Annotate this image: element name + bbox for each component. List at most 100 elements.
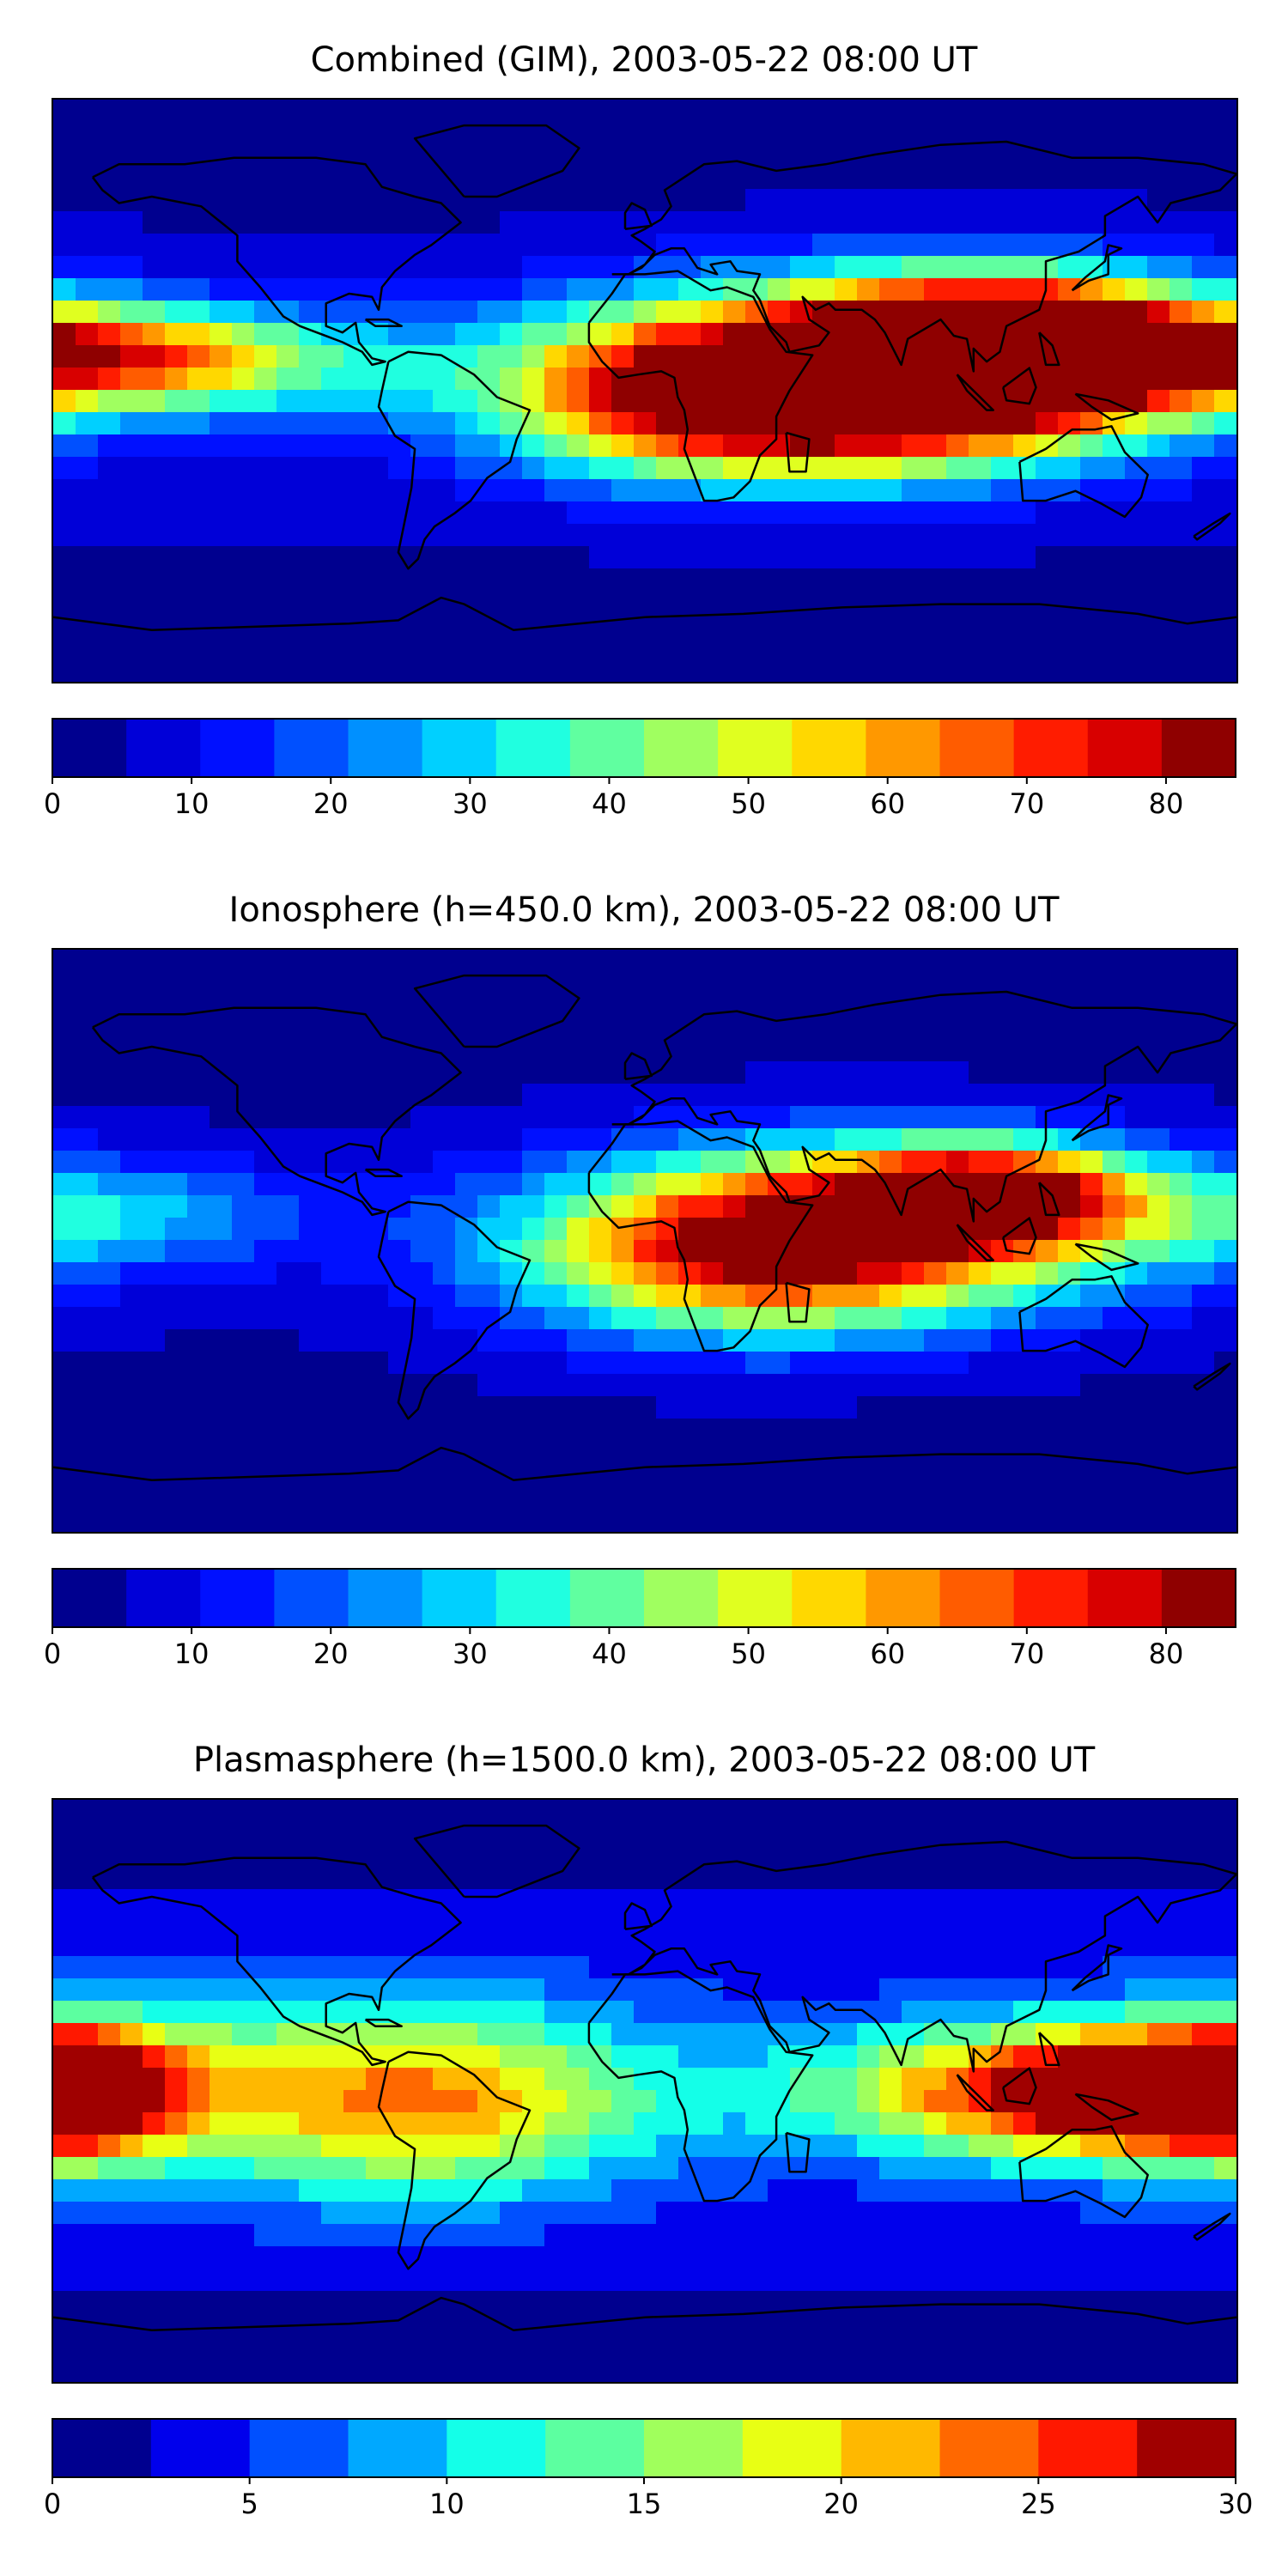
field-cell	[522, 278, 545, 301]
field-cell	[835, 1173, 858, 1196]
field-cell	[366, 2157, 389, 2180]
field-cell	[857, 2380, 880, 2382]
field-cell	[232, 234, 255, 257]
field-cell	[254, 1106, 277, 1129]
field-cell	[232, 1463, 255, 1486]
field-cell	[1103, 950, 1126, 973]
field-cell	[701, 591, 724, 614]
field-cell	[1058, 2313, 1081, 2336]
field-cell	[477, 2358, 501, 2381]
coastlines	[53, 124, 1236, 631]
field-cell	[165, 546, 188, 569]
field-cell	[701, 1039, 724, 1062]
field-cell	[902, 1061, 925, 1084]
field-cell	[522, 568, 545, 592]
field-cell	[544, 1800, 568, 1823]
field-cell	[1125, 2313, 1148, 2336]
field-cell	[1214, 1128, 1236, 1151]
field-cell	[53, 680, 76, 682]
field-cell	[1036, 2291, 1059, 2314]
field-cell	[98, 1867, 121, 1890]
field-cell	[790, 568, 813, 592]
field-cell	[768, 501, 791, 525]
field-cell	[321, 1039, 344, 1062]
field-cell	[254, 368, 277, 391]
field-cell	[589, 1374, 612, 1397]
field-cell	[678, 189, 702, 212]
field-cell	[1125, 1822, 1148, 1845]
field-cell	[254, 434, 277, 458]
field-cell	[1214, 1396, 1236, 1419]
field-cell	[1170, 2313, 1193, 2336]
field-cell	[1080, 301, 1103, 324]
field-cell	[76, 1285, 99, 1308]
field-cell	[477, 1889, 501, 1912]
field-cell	[522, 1285, 545, 1308]
field-cell	[343, 568, 367, 592]
field-cell	[299, 368, 322, 391]
field-cell	[98, 1911, 121, 1935]
field-cell	[611, 2068, 635, 2091]
colorbar-outline	[52, 1568, 1236, 1628]
field-cell	[969, 1530, 992, 1532]
field-cell	[678, 546, 702, 569]
field-cell	[98, 1218, 121, 1241]
field-cell	[634, 1911, 657, 1935]
field-cell	[477, 2380, 501, 2382]
field-cell	[835, 680, 858, 682]
field-cell	[1036, 1262, 1059, 1285]
coastline	[1074, 392, 1139, 422]
field-cell	[969, 1039, 992, 1062]
field-cell	[902, 1128, 925, 1151]
field-cell	[433, 2336, 456, 2359]
field-cell	[723, 100, 746, 123]
field-cell	[634, 2090, 657, 2113]
field-cell	[991, 568, 1014, 592]
field-cell	[276, 1889, 300, 1912]
field-cell	[656, 680, 679, 682]
field-cell	[902, 2068, 925, 2091]
field-cell	[500, 234, 523, 257]
field-cell	[210, 2135, 233, 2158]
field-cell	[232, 1240, 255, 1263]
field-cell	[1170, 1262, 1193, 1285]
field-cell	[232, 1934, 255, 1957]
field-cell	[343, 1530, 367, 1532]
field-cell	[98, 2224, 121, 2247]
field-cell	[723, 2336, 746, 2359]
field-cell	[857, 501, 880, 525]
field-cell	[678, 2380, 702, 2382]
field-cell	[1214, 1061, 1236, 1084]
field-cell	[946, 345, 969, 368]
field-cell	[991, 1889, 1014, 1912]
field-cell	[410, 390, 434, 413]
coastline	[587, 1970, 814, 2202]
field-cell	[812, 2135, 835, 2158]
field-cell	[1170, 2380, 1193, 2382]
field-cell	[1147, 950, 1170, 973]
field-cell	[254, 1352, 277, 1375]
field-cell	[723, 122, 746, 145]
field-cell	[120, 1419, 143, 1442]
field-cell	[522, 613, 545, 636]
field-cell	[210, 2090, 233, 2113]
field-cell	[678, 1128, 702, 1151]
field-cell	[1125, 1017, 1148, 1040]
field-cell	[924, 1374, 947, 1397]
field-cell	[1103, 1128, 1126, 1151]
field-cell	[723, 2358, 746, 2381]
field-cell	[477, 1039, 501, 1062]
field-cell	[1214, 1822, 1236, 1845]
colorbar-swatch	[718, 719, 793, 777]
plasmasphere-map-title: Plasmasphere (h=1500.0 km), 2003-05-22 0…	[192, 1741, 1096, 1780]
field-cell	[1147, 1822, 1170, 1845]
field-cell	[1036, 189, 1059, 212]
field-cell	[1147, 479, 1170, 502]
field-cell	[477, 434, 501, 458]
field-cell	[969, 2269, 992, 2292]
field-cell	[53, 211, 76, 234]
field-cell	[388, 2291, 411, 2314]
field-cell	[745, 345, 769, 368]
field-cell	[321, 1151, 344, 1174]
field-cell	[187, 479, 210, 502]
